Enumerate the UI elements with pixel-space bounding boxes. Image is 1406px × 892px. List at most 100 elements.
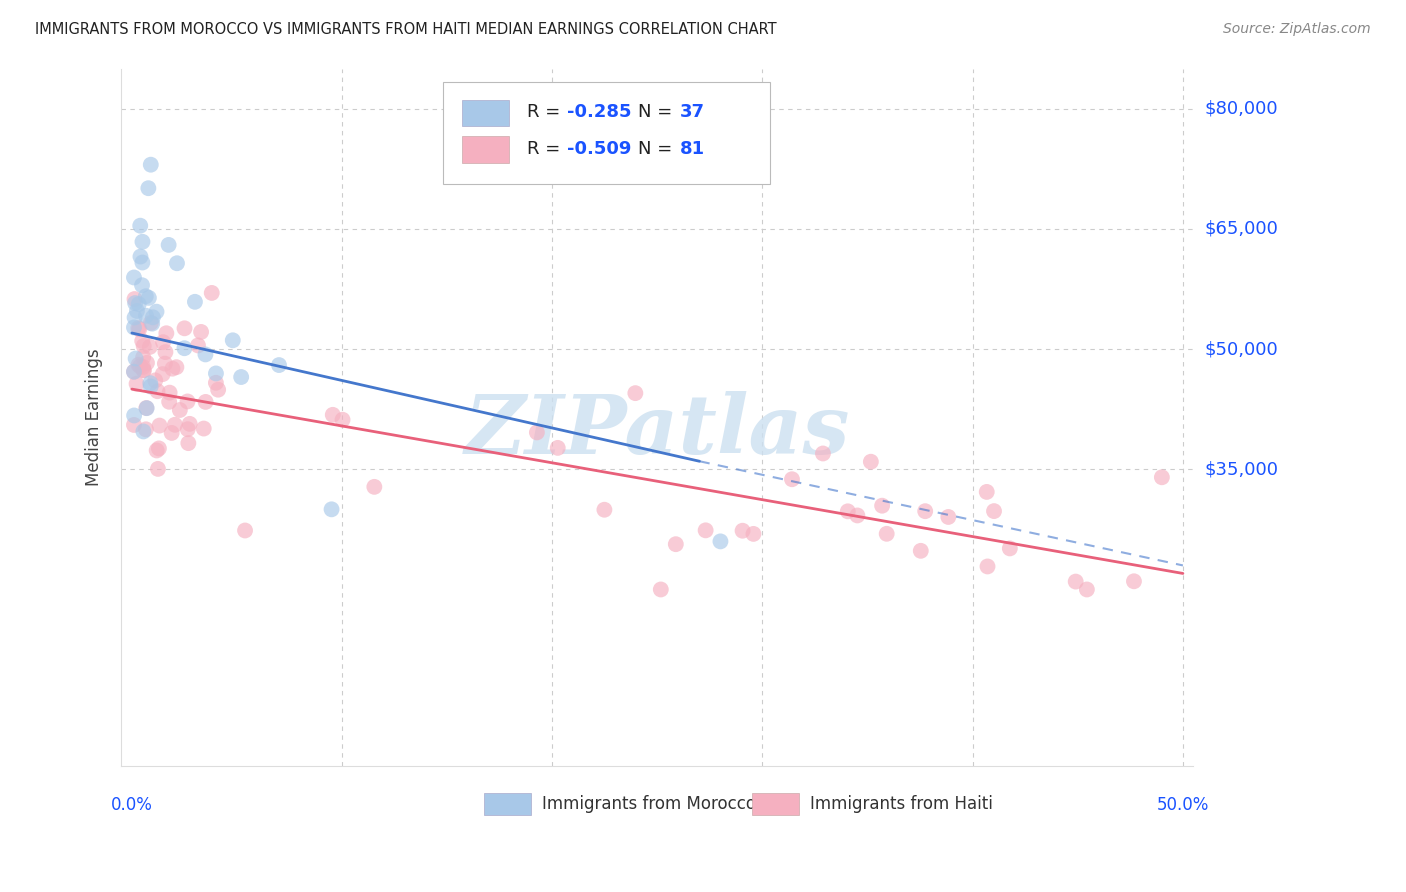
Point <box>132 359 155 374</box>
Point <box>187 338 209 352</box>
Point <box>139 379 162 393</box>
Point <box>695 524 717 538</box>
Text: $80,000: $80,000 <box>1205 100 1278 118</box>
Point <box>157 394 180 409</box>
Point <box>142 310 165 325</box>
Point <box>780 472 803 486</box>
Point <box>125 304 148 318</box>
Point <box>976 484 998 499</box>
Point <box>131 334 153 348</box>
Text: $35,000: $35,000 <box>1205 460 1278 478</box>
Point <box>155 345 177 359</box>
Point <box>914 504 936 518</box>
Text: 37: 37 <box>681 103 704 121</box>
Point <box>363 480 385 494</box>
Point <box>131 235 153 249</box>
Text: 0.0%: 0.0% <box>111 797 153 814</box>
Point <box>153 357 176 371</box>
Point <box>322 408 344 422</box>
Point <box>742 527 765 541</box>
Point <box>837 504 859 518</box>
Point <box>267 358 290 372</box>
Point <box>165 360 187 375</box>
Point <box>159 385 181 400</box>
Text: IMMIGRANTS FROM MOROCCO VS IMMIGRANTS FROM HAITI MEDIAN EARNINGS CORRELATION CHA: IMMIGRANTS FROM MOROCCO VS IMMIGRANTS FR… <box>35 22 776 37</box>
Text: N =: N = <box>638 140 678 158</box>
Point <box>846 508 869 523</box>
Text: -0.509: -0.509 <box>568 140 631 158</box>
Point <box>122 365 145 379</box>
Text: Immigrants from Morocco: Immigrants from Morocco <box>541 795 755 814</box>
Point <box>131 278 153 293</box>
Text: R =: R = <box>527 103 565 121</box>
Point <box>650 582 672 597</box>
Text: N =: N = <box>638 103 678 121</box>
Text: ZIPatlas: ZIPatlas <box>464 391 851 471</box>
Point <box>983 504 1005 518</box>
Point <box>132 339 155 353</box>
Point <box>222 334 245 348</box>
Point <box>205 367 228 381</box>
Point <box>177 422 200 436</box>
Point <box>193 421 215 435</box>
Point <box>162 361 184 376</box>
Point <box>179 417 201 431</box>
Point <box>194 395 217 409</box>
FancyBboxPatch shape <box>443 82 770 184</box>
Point <box>136 356 159 370</box>
Point <box>173 341 195 355</box>
Point <box>128 358 150 372</box>
Point <box>1076 582 1098 597</box>
Point <box>124 310 146 325</box>
Point <box>593 502 616 516</box>
Point <box>127 321 149 335</box>
Point <box>526 425 548 440</box>
Point <box>811 446 834 460</box>
Point <box>665 537 688 551</box>
Point <box>129 359 152 374</box>
Point <box>132 351 155 365</box>
Text: $65,000: $65,000 <box>1205 219 1278 238</box>
Point <box>139 340 162 354</box>
Point <box>135 401 157 416</box>
Point <box>160 425 183 440</box>
Point <box>936 510 959 524</box>
Point <box>709 534 731 549</box>
Point <box>129 250 152 264</box>
Point <box>624 386 647 401</box>
Point <box>998 541 1021 556</box>
Text: 50.0%: 50.0% <box>1157 797 1209 814</box>
Point <box>122 417 145 432</box>
Point <box>124 351 146 366</box>
Point <box>201 285 224 300</box>
Y-axis label: Median Earnings: Median Earnings <box>86 349 103 486</box>
FancyBboxPatch shape <box>463 136 509 162</box>
Point <box>132 363 155 377</box>
Point <box>131 255 153 269</box>
Point <box>870 499 893 513</box>
Point <box>122 409 145 423</box>
Text: Source: ZipAtlas.com: Source: ZipAtlas.com <box>1223 22 1371 37</box>
Point <box>194 347 217 361</box>
Point <box>139 316 162 330</box>
Point <box>124 292 146 306</box>
Point <box>122 365 145 379</box>
Point <box>184 294 207 309</box>
Point <box>332 413 354 427</box>
Point <box>122 270 145 285</box>
Point <box>152 367 174 381</box>
Point <box>321 502 343 516</box>
Point <box>169 403 191 417</box>
Text: $50,000: $50,000 <box>1205 340 1278 358</box>
Point <box>1064 574 1087 589</box>
Text: Immigrants from Haiti: Immigrants from Haiti <box>810 795 993 814</box>
Point <box>135 309 157 323</box>
Point <box>163 417 186 432</box>
Point <box>141 317 163 331</box>
FancyBboxPatch shape <box>752 793 799 815</box>
Point <box>128 322 150 336</box>
Point <box>124 296 146 310</box>
Point <box>207 383 229 397</box>
Point <box>176 394 198 409</box>
Point <box>135 289 157 303</box>
